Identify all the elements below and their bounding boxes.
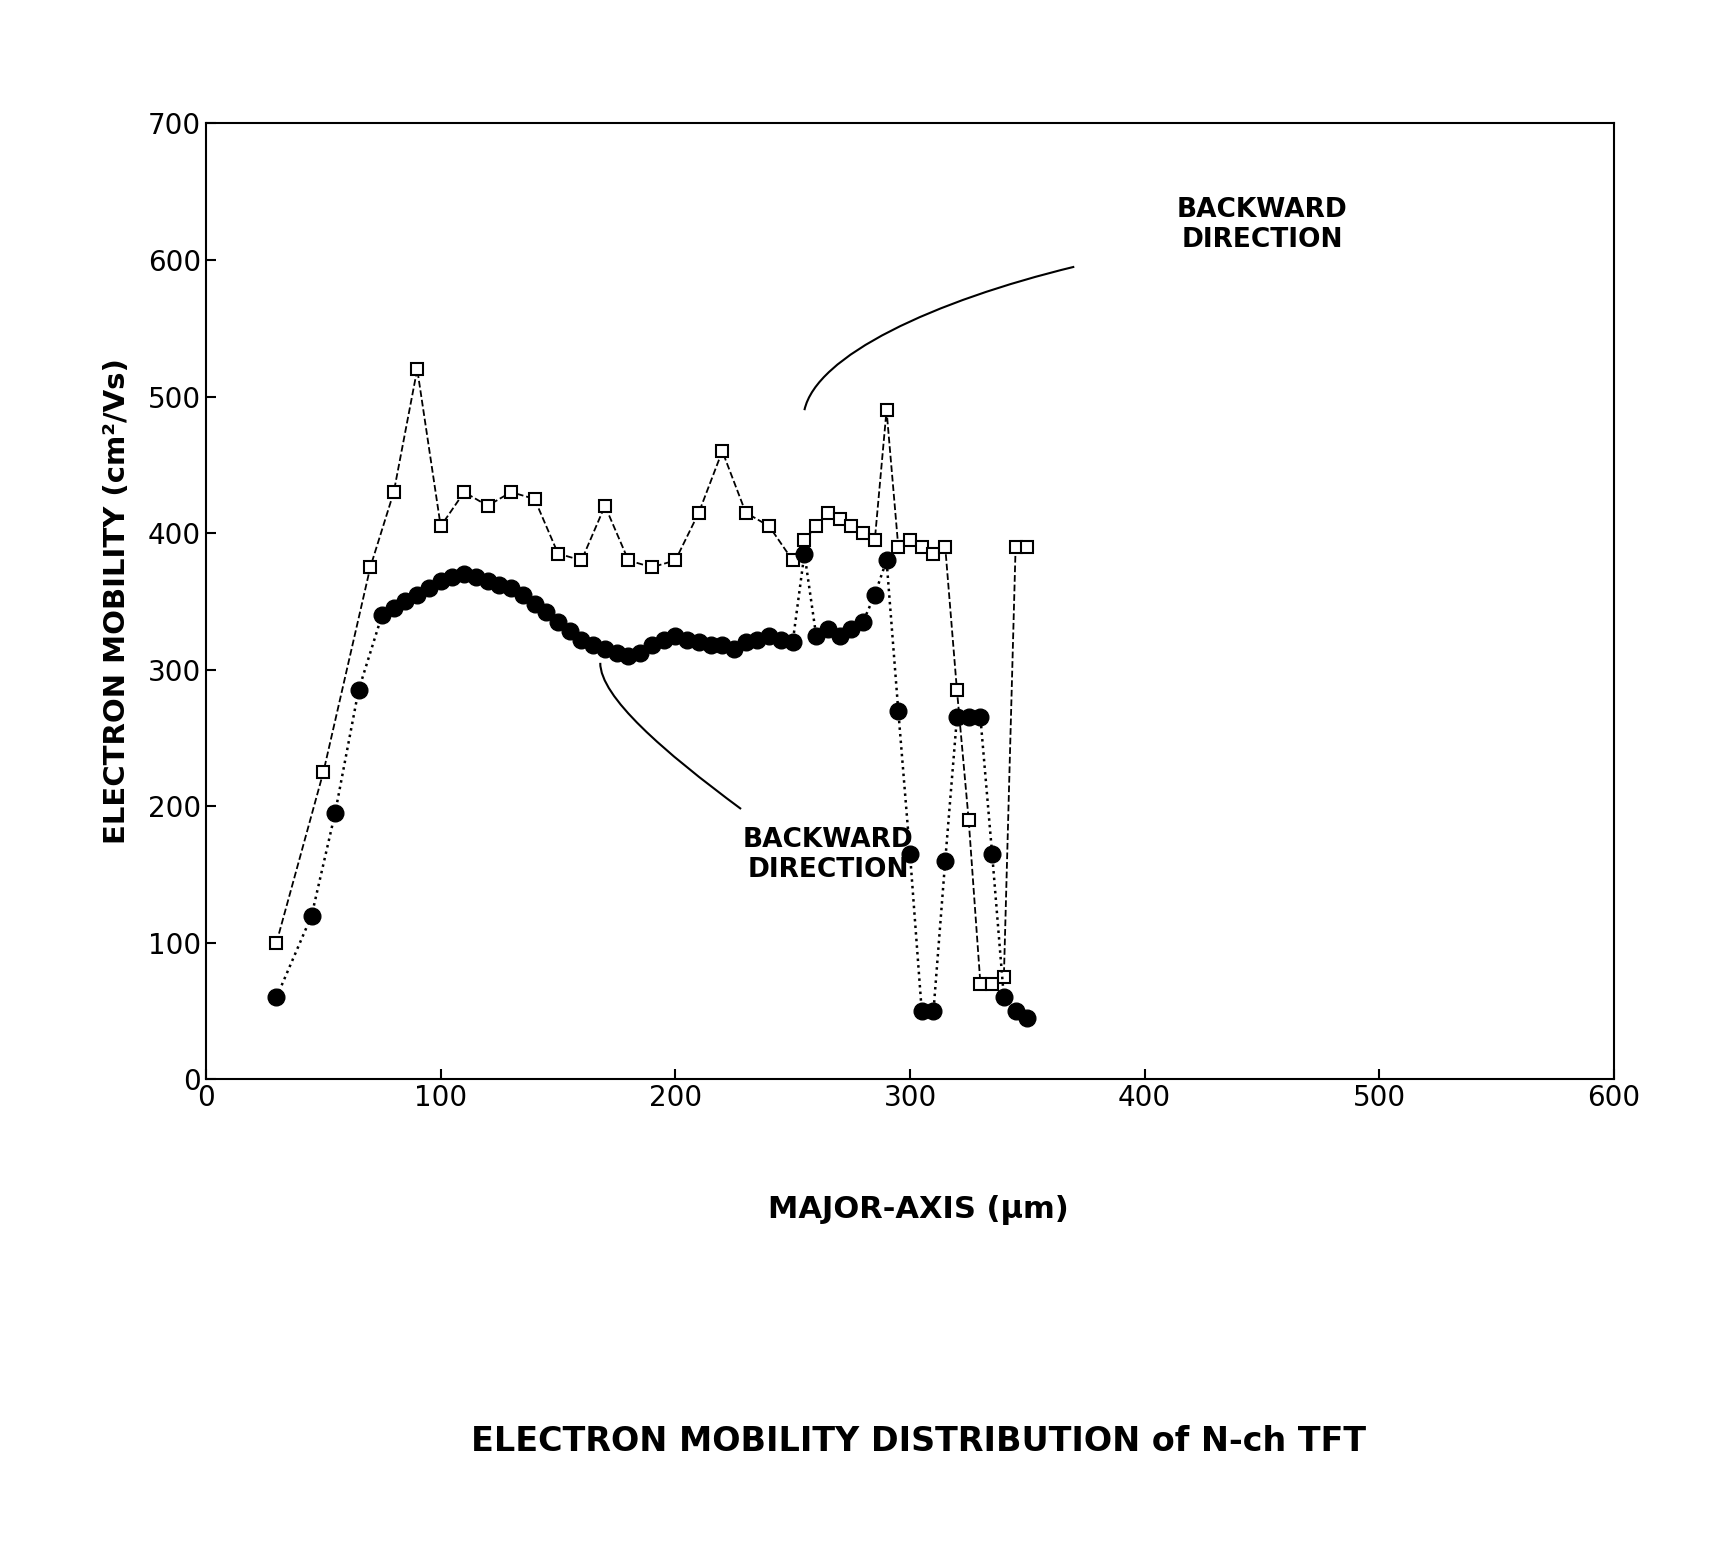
Text: ELECTRON MOBILITY DISTRIBUTION of N-ch TFT: ELECTRON MOBILITY DISTRIBUTION of N-ch T… [470,1425,1367,1459]
Text: MAJOR-AXIS (μm): MAJOR-AXIS (μm) [767,1195,1070,1226]
Text: BACKWARD
DIRECTION: BACKWARD DIRECTION [742,827,913,882]
Y-axis label: ELECTRON MOBILITY (cm²/Vs): ELECTRON MOBILITY (cm²/Vs) [103,358,130,845]
Text: BACKWARD
DIRECTION: BACKWARD DIRECTION [1176,197,1348,253]
